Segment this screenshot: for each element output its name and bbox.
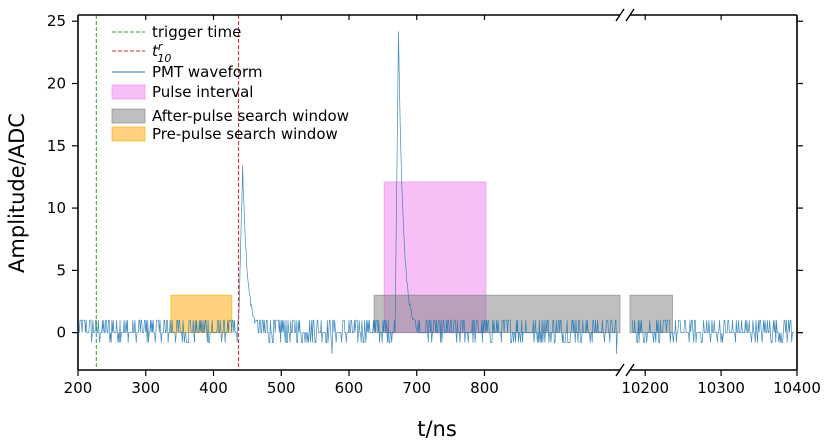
axis-break-mark-3: [625, 363, 635, 377]
legend-swatch-5: [111, 126, 146, 142]
x-tick-label: 10400: [773, 379, 821, 397]
x-tick-label: 800: [470, 379, 499, 397]
x-tick-label: 700: [402, 379, 431, 397]
ticks-layer: 200 300 400 500 600 700 800 10200 10300 10400 0 5 10…: [47, 12, 821, 397]
legend-label-2: PMT waveform: [152, 63, 262, 81]
x-tick-label: 200: [64, 379, 93, 397]
x-tick-label: 10300: [697, 379, 745, 397]
axis-break-mark-1: [625, 8, 635, 22]
x-axis-label: t/ns: [417, 417, 457, 441]
axis-break-mark-0: [615, 8, 625, 22]
axis-break-mark-2: [615, 363, 625, 377]
legend-label-0: trigger time: [152, 23, 241, 41]
x-tick-label: 400: [199, 379, 228, 397]
y-tick-label: 20: [47, 75, 66, 93]
y-tick-label: 25: [47, 12, 66, 30]
region-3: [629, 294, 674, 334]
legend-swatch-4: [111, 108, 146, 124]
waveform-segment-2: [631, 319, 794, 343]
y-tick-label: 10: [47, 199, 66, 217]
waveform-layer: [78, 31, 794, 354]
region-2: [373, 294, 621, 334]
regions-layer: [170, 181, 674, 334]
x-tick-label: 300: [131, 379, 160, 397]
legend-label-4: After-pulse search window: [152, 107, 349, 125]
y-tick-label: 0: [56, 324, 66, 342]
x-tick-label: 600: [335, 379, 364, 397]
y-axis-label: Amplitude/ADC: [5, 113, 29, 273]
legend-label-1: tr 10: [152, 40, 171, 65]
waveform-segment-1: [78, 31, 618, 354]
legend-label-5: Pre-pulse search window: [152, 125, 338, 143]
x-tick-label: 10200: [621, 379, 669, 397]
legend-label-3: Pulse interval: [152, 83, 253, 101]
y-tick-label: 5: [56, 261, 66, 279]
x-tick-label: 500: [267, 379, 296, 397]
legend-swatch-3: [111, 84, 146, 100]
y-tick-label: 15: [47, 137, 66, 155]
vlines-layer: [95, 15, 240, 370]
